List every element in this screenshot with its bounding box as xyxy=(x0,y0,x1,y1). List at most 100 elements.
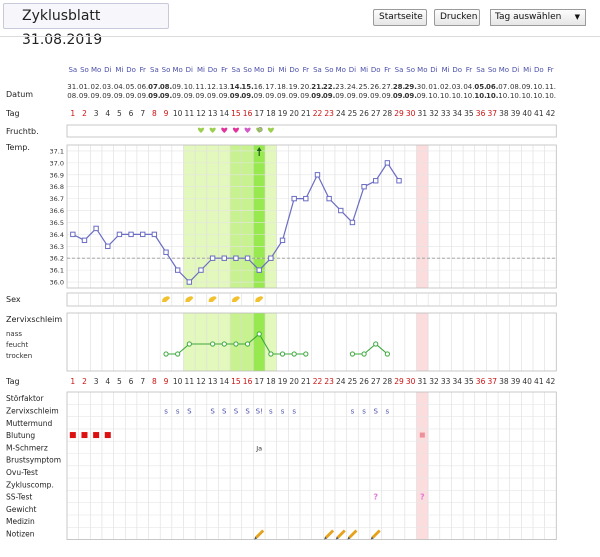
date-month-label: 09. xyxy=(277,92,288,100)
temp-data-point[interactable] xyxy=(105,243,111,249)
date-month-label: 09. xyxy=(230,92,242,100)
ss-test-icon: ? xyxy=(420,493,425,502)
header-divider xyxy=(0,36,600,37)
temp-data-point[interactable] xyxy=(373,178,379,184)
temp-data-point[interactable] xyxy=(81,237,88,244)
cycle-day-label: 34 xyxy=(453,109,463,118)
mucus-data-point[interactable] xyxy=(373,341,379,347)
temp-data-point[interactable] xyxy=(140,231,146,238)
temp-data-point[interactable] xyxy=(174,267,181,273)
temp-data-point[interactable] xyxy=(291,195,297,202)
weekday-label: Do xyxy=(208,66,218,74)
temp-data-point[interactable] xyxy=(233,255,239,261)
temp-data-point[interactable] xyxy=(361,184,367,190)
mucus-data-point[interactable] xyxy=(221,341,227,347)
tag-select[interactable]: Tag auswählen ▼ xyxy=(490,9,586,26)
temp-data-point[interactable] xyxy=(396,178,402,184)
weekday-label: Do xyxy=(452,66,462,74)
notiz-pencil-icon-tip xyxy=(347,536,351,540)
temp-data-point[interactable] xyxy=(256,267,262,273)
notiz-pencil-icon xyxy=(325,529,335,539)
mucus-data-point[interactable] xyxy=(163,351,169,357)
temp-data-point[interactable] xyxy=(221,255,227,261)
temp-data-point[interactable] xyxy=(116,231,123,238)
fertility-heart-icon xyxy=(244,127,251,133)
temp-data-point[interactable] xyxy=(163,249,169,255)
tag-bottom-label: Tag xyxy=(5,377,20,386)
startseite-button[interactable]: Startseite xyxy=(373,9,427,26)
cycle-day-label: 29 xyxy=(394,109,404,118)
mucus-data-point[interactable] xyxy=(361,351,367,357)
mucus-data-point[interactable] xyxy=(384,351,390,357)
cycle-day-label: 9 xyxy=(164,109,169,118)
mucus-data-point[interactable] xyxy=(210,341,216,347)
cycle-day-label: 31 xyxy=(418,109,428,118)
temp-data-point[interactable] xyxy=(186,279,193,285)
notiz-pencil-icon-tip xyxy=(370,536,374,540)
temp-data-point[interactable] xyxy=(303,195,309,202)
cycle-day-bottom-label: 1 xyxy=(70,377,75,386)
cycle-day-bottom-label: 29 xyxy=(394,377,404,386)
weekday-label: Sa xyxy=(68,66,77,74)
temp-data-point[interactable] xyxy=(268,255,274,261)
temp-data-point[interactable] xyxy=(151,231,158,238)
cycle-day-bottom-label: 7 xyxy=(140,377,145,386)
date-day-label: 24. xyxy=(347,83,358,91)
temp-data-point[interactable] xyxy=(244,255,251,261)
date-month-label: 08. xyxy=(67,92,78,100)
drucken-button[interactable]: Drucken xyxy=(434,9,480,26)
date-month-label: 10. xyxy=(440,92,451,100)
temp-tick-label: 36.6 xyxy=(50,207,64,215)
blutung-mark[interactable] xyxy=(69,432,76,439)
mucus-data-point[interactable] xyxy=(303,351,309,357)
temp-data-point[interactable] xyxy=(384,160,391,166)
mucus-data-point[interactable] xyxy=(268,351,274,357)
date-day-label: 19. xyxy=(289,83,300,91)
cycle-day-label: 18 xyxy=(266,109,276,118)
date-month-label: 09. xyxy=(241,92,253,100)
zervix-detail-mark: s xyxy=(176,407,180,415)
temp-data-point[interactable] xyxy=(326,195,332,202)
date-month-label: 09. xyxy=(300,92,311,100)
detail-row-label: Brustsymptom xyxy=(6,456,61,465)
mucus-data-point[interactable] xyxy=(291,351,297,357)
mucus-data-point[interactable] xyxy=(349,351,356,357)
temp-data-point[interactable] xyxy=(198,267,204,273)
weekday-label: Do xyxy=(289,66,299,74)
zervix-detail-mark: S xyxy=(234,407,239,415)
cycle-day-label: 21 xyxy=(301,109,311,118)
blutung-mark[interactable] xyxy=(104,432,111,439)
cycle-day-label: 7 xyxy=(140,109,145,118)
weekday-label: Fr xyxy=(547,66,554,74)
blutung-light-mark[interactable] xyxy=(419,432,425,438)
mucus-data-point[interactable] xyxy=(186,341,192,347)
mucus-data-point[interactable] xyxy=(279,351,286,357)
mucus-data-point[interactable] xyxy=(244,341,251,347)
temp-data-point[interactable] xyxy=(209,255,216,261)
date-day-label: 06. xyxy=(486,83,498,91)
temp-data-point[interactable] xyxy=(93,225,99,232)
weekday-label: So xyxy=(406,66,415,74)
mucus-data-point[interactable] xyxy=(175,351,181,357)
temp-data-point[interactable] xyxy=(314,172,321,178)
cycle-day-bottom-label: 27 xyxy=(371,377,381,386)
mucus-data-point[interactable] xyxy=(256,331,262,337)
date-day-label: 01. xyxy=(428,83,439,91)
mucus-data-point[interactable] xyxy=(233,341,239,347)
cycle-day-bottom-label: 37 xyxy=(487,377,497,386)
blutung-mark[interactable] xyxy=(93,432,100,439)
temp-data-point[interactable] xyxy=(338,207,344,214)
cycle-day-bottom-label: 18 xyxy=(266,377,276,386)
temp-data-point[interactable] xyxy=(279,237,286,244)
sex-icon xyxy=(208,296,217,302)
temp-data-point[interactable] xyxy=(128,231,134,238)
date-day-label: 07. xyxy=(148,83,160,91)
weekday-label: Sa xyxy=(150,66,159,74)
cycle-day-label: 5 xyxy=(117,109,122,118)
cycle-day-label: 10 xyxy=(173,109,183,118)
temp-data-point[interactable] xyxy=(70,231,76,238)
zervix-detail-mark: s xyxy=(292,407,296,415)
blutung-mark[interactable] xyxy=(81,432,88,439)
temp-data-point[interactable] xyxy=(349,219,356,226)
datum-label: Datum xyxy=(6,90,33,99)
